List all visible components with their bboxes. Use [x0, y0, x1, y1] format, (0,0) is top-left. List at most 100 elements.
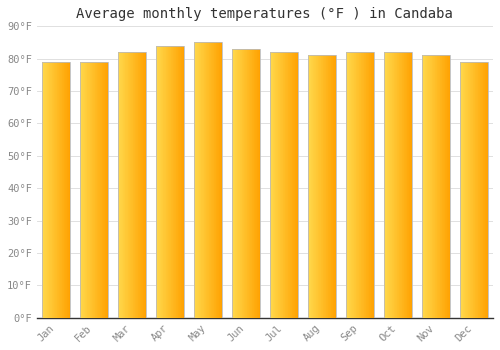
Bar [472, 62, 474, 318]
Bar [220, 42, 222, 318]
Bar [356, 52, 357, 318]
Bar [54, 62, 55, 318]
Bar [346, 52, 374, 318]
Bar [461, 62, 462, 318]
Bar [195, 42, 196, 318]
Bar [363, 52, 364, 318]
Bar [294, 52, 296, 318]
Bar [428, 55, 429, 318]
Bar [308, 55, 336, 318]
Bar [327, 55, 328, 318]
Bar [347, 52, 348, 318]
Bar [202, 42, 203, 318]
Bar [45, 62, 46, 318]
Bar [460, 62, 461, 318]
Bar [158, 46, 159, 318]
Bar [329, 55, 330, 318]
Bar [334, 55, 335, 318]
Bar [394, 52, 395, 318]
Bar [96, 62, 98, 318]
Bar [280, 52, 281, 318]
Bar [444, 55, 446, 318]
Bar [179, 46, 180, 318]
Bar [197, 42, 198, 318]
Bar [159, 46, 160, 318]
Bar [67, 62, 68, 318]
Bar [449, 55, 450, 318]
Bar [51, 62, 52, 318]
Bar [470, 62, 471, 318]
Bar [182, 46, 184, 318]
Bar [88, 62, 89, 318]
Bar [233, 49, 234, 318]
Bar [99, 62, 100, 318]
Bar [121, 52, 122, 318]
Bar [48, 62, 50, 318]
Bar [102, 62, 103, 318]
Bar [423, 55, 424, 318]
Bar [365, 52, 366, 318]
Bar [172, 46, 174, 318]
Bar [57, 62, 58, 318]
Bar [442, 55, 443, 318]
Bar [362, 52, 363, 318]
Bar [177, 46, 178, 318]
Bar [246, 49, 248, 318]
Bar [403, 52, 404, 318]
Bar [443, 55, 444, 318]
Bar [126, 52, 127, 318]
Bar [43, 62, 44, 318]
Bar [63, 62, 64, 318]
Bar [487, 62, 488, 318]
Bar [61, 62, 62, 318]
Bar [296, 52, 297, 318]
Bar [242, 49, 243, 318]
Bar [156, 46, 157, 318]
Bar [239, 49, 240, 318]
Bar [315, 55, 316, 318]
Bar [86, 62, 88, 318]
Bar [201, 42, 202, 318]
Bar [42, 62, 70, 318]
Bar [312, 55, 314, 318]
Bar [283, 52, 284, 318]
Bar [258, 49, 259, 318]
Bar [464, 62, 465, 318]
Bar [273, 52, 274, 318]
Bar [441, 55, 442, 318]
Bar [404, 52, 405, 318]
Bar [385, 52, 386, 318]
Bar [232, 49, 233, 318]
Bar [429, 55, 430, 318]
Bar [346, 52, 347, 318]
Bar [122, 52, 124, 318]
Bar [310, 55, 312, 318]
Bar [52, 62, 53, 318]
Bar [360, 52, 362, 318]
Bar [128, 52, 129, 318]
Bar [364, 52, 365, 318]
Bar [129, 52, 130, 318]
Bar [249, 49, 250, 318]
Bar [370, 52, 372, 318]
Bar [118, 52, 146, 318]
Bar [204, 42, 205, 318]
Bar [353, 52, 354, 318]
Bar [390, 52, 391, 318]
Bar [140, 52, 141, 318]
Bar [372, 52, 373, 318]
Bar [55, 62, 56, 318]
Bar [274, 52, 276, 318]
Bar [118, 52, 119, 318]
Bar [168, 46, 169, 318]
Bar [132, 52, 134, 318]
Bar [104, 62, 105, 318]
Bar [174, 46, 175, 318]
Bar [236, 49, 238, 318]
Bar [424, 55, 426, 318]
Bar [393, 52, 394, 318]
Bar [373, 52, 374, 318]
Bar [100, 62, 101, 318]
Title: Average monthly temperatures (°F ) in Candaba: Average monthly temperatures (°F ) in Ca… [76, 7, 454, 21]
Bar [50, 62, 51, 318]
